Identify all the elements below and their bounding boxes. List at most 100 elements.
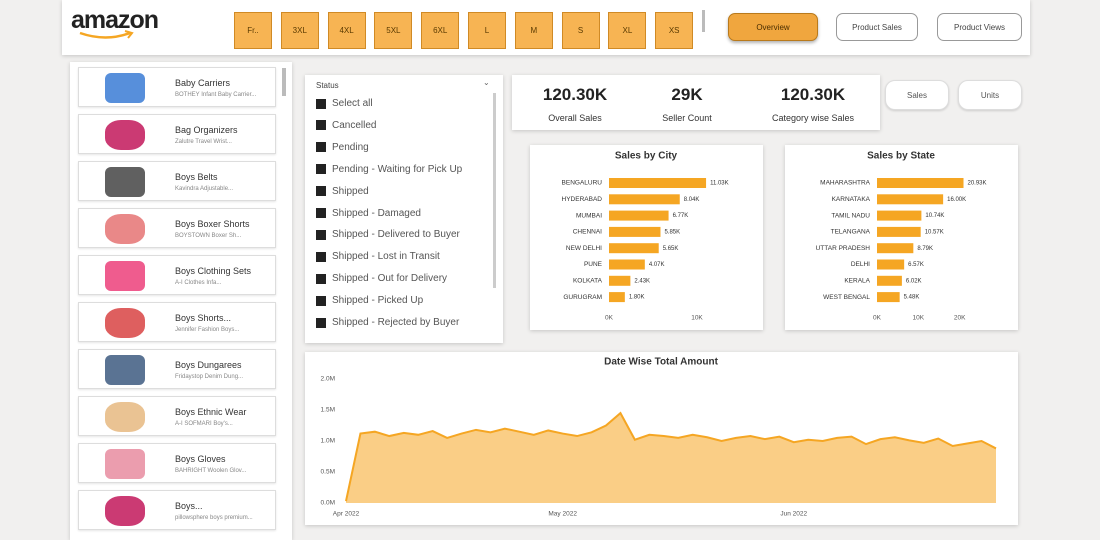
- option-label: Shipped - Lost in Transit: [332, 251, 440, 263]
- x-tick-label: Jun 2022: [780, 511, 807, 518]
- y-tick-label: 0.5M: [321, 469, 335, 476]
- y-tick-label: DELHI: [851, 261, 870, 268]
- size-button[interactable]: M: [514, 12, 553, 49]
- nav-button[interactable]: Product Views: [937, 13, 1022, 41]
- data-label: 11.03K: [710, 181, 729, 187]
- x-tick-label: 0K: [873, 315, 882, 322]
- kpi-label: Overall Sales: [548, 113, 602, 123]
- size-button[interactable]: 5XL: [374, 12, 413, 49]
- checkbox[interactable]: [316, 98, 326, 109]
- checkbox[interactable]: [316, 186, 326, 197]
- product-card[interactable]: Boys Dungarees Fridaystop Denim Dung...: [78, 349, 276, 389]
- nav-button[interactable]: Overview: [728, 13, 818, 41]
- product-image: [105, 167, 145, 197]
- option-label: Shipped - Damaged: [332, 207, 421, 219]
- product-name: Baby Carriers: [175, 78, 231, 88]
- status-option[interactable]: Pending: [316, 142, 369, 153]
- product-image: [105, 308, 145, 338]
- y-tick-label: TELANGANA: [831, 229, 871, 236]
- product-image: [105, 214, 145, 244]
- product-desc: A-I SOFMARI Boy's...: [175, 421, 233, 427]
- x-tick-label: 10K: [913, 315, 925, 322]
- x-tick-label: 10K: [691, 315, 703, 322]
- logo-smile: [79, 30, 134, 39]
- option-label: Shipped: [332, 185, 369, 197]
- product-image: [105, 355, 145, 385]
- size-button[interactable]: 6XL: [421, 12, 460, 49]
- state-chart-panel: [785, 145, 1018, 330]
- y-tick-label: KERALA: [844, 278, 870, 285]
- checkbox[interactable]: [316, 229, 326, 240]
- checkbox[interactable]: [316, 208, 326, 218]
- size-button[interactable]: 4XL: [327, 12, 366, 49]
- checkbox[interactable]: [316, 317, 326, 328]
- kpi-value: 120.30K: [542, 85, 608, 104]
- size-button[interactable]: XS: [655, 12, 694, 49]
- bar: [877, 178, 964, 188]
- product-card[interactable]: Boys Boxer Shorts BOYSTOWN Boxer Sh...: [78, 208, 276, 248]
- scrollbar: [493, 93, 496, 288]
- product-desc: BOYSTOWN Boxer Sh...: [175, 233, 242, 239]
- chart-title: Sales by State: [867, 151, 935, 162]
- checkbox[interactable]: [316, 164, 326, 175]
- toggle-button[interactable]: Units: [958, 80, 1022, 110]
- status-filter: Status ⌄ Select all Cancelled Pending Pendi…: [305, 75, 503, 343]
- checkbox[interactable]: [316, 120, 326, 131]
- bar: [609, 243, 659, 254]
- bar: [877, 259, 905, 270]
- kpi-label: Category wise Sales: [771, 113, 855, 123]
- status-option[interactable]: Shipped - Damaged: [316, 208, 421, 219]
- option-label: Shipped - Rejected by Buyer: [332, 317, 460, 328]
- checkbox[interactable]: [316, 142, 326, 153]
- status-option[interactable]: Shipped: [316, 186, 369, 197]
- status-option[interactable]: Shipped - Rejected by Buyer: [316, 317, 459, 328]
- toggle-button[interactable]: Sales: [885, 80, 949, 110]
- checkbox[interactable]: [316, 295, 326, 306]
- size-button[interactable]: Fr..: [234, 12, 272, 49]
- data-label: 10.74K: [925, 213, 944, 219]
- status-option[interactable]: Shipped - Lost in Transit: [316, 251, 440, 262]
- status-option[interactable]: Shipped - Out for Delivery: [316, 273, 447, 284]
- area: [346, 413, 996, 503]
- product-card[interactable]: Baby Carriers BOTHEY Infant Baby Carrier.…: [78, 67, 276, 107]
- product-name: Boys Gloves: [175, 454, 226, 464]
- x-tick-label: 20K: [954, 315, 966, 322]
- product-card[interactable]: Boys... pillowsphere boys premium...: [78, 490, 276, 530]
- product-image: [105, 449, 145, 479]
- size-button[interactable]: XL: [608, 12, 647, 49]
- status-option[interactable]: Shipped - Picked Up: [316, 295, 423, 306]
- nav-button[interactable]: Product Sales: [836, 13, 918, 41]
- status-option[interactable]: Pending - Waiting for Pick Up: [316, 164, 462, 175]
- checkbox[interactable]: [316, 273, 326, 284]
- product-card[interactable]: Boys Shorts... Jennifer Fashion Boys...: [78, 302, 276, 342]
- data-label: 20.93K: [968, 181, 987, 187]
- size-button[interactable]: 3XL: [280, 12, 319, 49]
- y-tick-label: 1.5M: [321, 407, 335, 414]
- status-option[interactable]: Select all: [316, 98, 373, 109]
- product-card[interactable]: Boys Clothing Sets A-I Clothes Infa...: [78, 255, 276, 295]
- kpi-panel: 120.30K Overall Sales 29K Seller Count 120.3…: [512, 75, 880, 130]
- data-label: 10.57K: [925, 229, 944, 235]
- x-tick-label: Apr 2022: [333, 511, 360, 518]
- checkbox[interactable]: [316, 251, 326, 262]
- y-tick-label: BENGALURU: [562, 180, 603, 187]
- data-label: 1.80K: [629, 295, 645, 301]
- y-tick-label: TAMIL NADU: [831, 212, 870, 219]
- kpi-value: 120.30K: [780, 85, 846, 104]
- line: [345, 411, 997, 502]
- product-desc: BOTHEY Infant Baby Carrier...: [175, 92, 257, 98]
- bar: [877, 243, 914, 254]
- product-name: Boys Boxer Shorts: [175, 219, 250, 229]
- product-card[interactable]: Boys Gloves BAHRIGHT Woolen Glov...: [78, 443, 276, 483]
- y-tick-label: PUNE: [584, 261, 603, 268]
- product-card[interactable]: Boys Ethnic Wear A-I SOFMARI Boy's...: [78, 396, 276, 436]
- x-tick-label: May 2022: [548, 511, 577, 518]
- size-button[interactable]: S: [561, 12, 600, 49]
- product-card[interactable]: Bag Organizers Zalutre Travel Wrist...: [78, 114, 276, 154]
- status-option[interactable]: Cancelled: [316, 120, 376, 131]
- product-card[interactable]: Boys Belts Kavindra Adjustable...: [78, 161, 276, 201]
- status-option[interactable]: Shipped - Delivered to Buyer: [316, 229, 460, 240]
- size-button[interactable]: L: [468, 12, 506, 49]
